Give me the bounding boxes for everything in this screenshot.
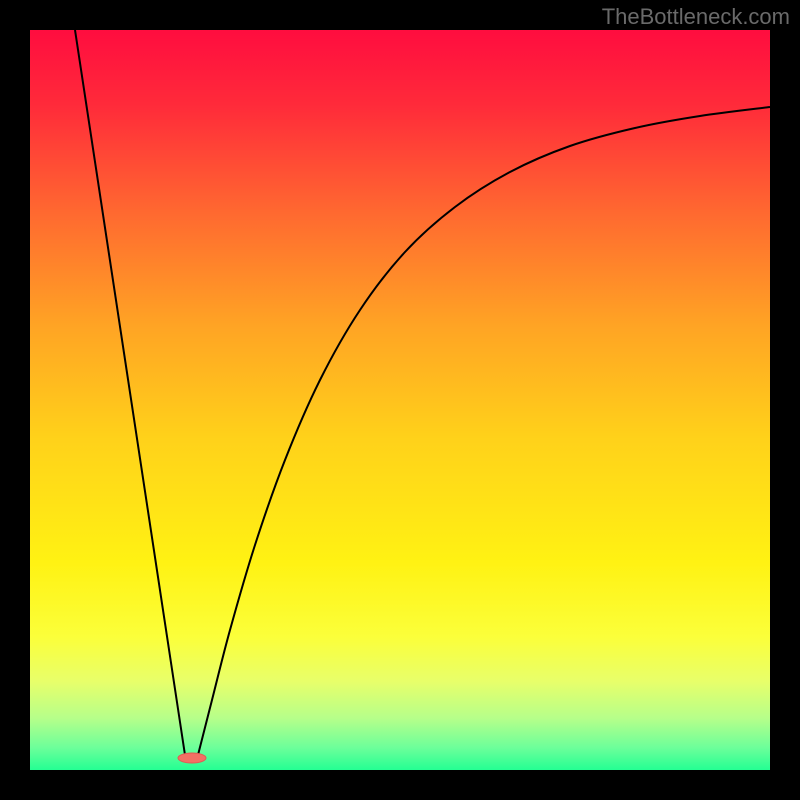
plot-background [30,30,770,770]
watermark-text: TheBottleneck.com [602,4,790,30]
optimal-point-marker [178,753,206,763]
chart-container: TheBottleneck.com [0,0,800,800]
bottleneck-chart [0,0,800,800]
